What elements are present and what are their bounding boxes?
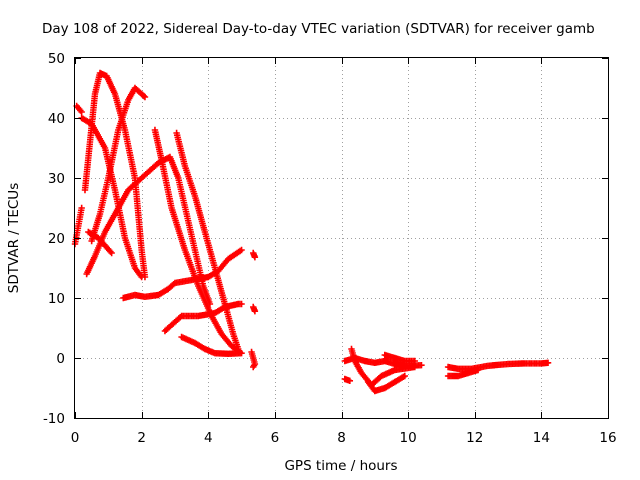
x-tick-label: 2: [137, 430, 146, 446]
series-track-2: [88, 84, 149, 245]
data-point: [238, 300, 245, 308]
data-point: [108, 249, 115, 257]
plot-frame: [74, 57, 609, 419]
data-point: [250, 363, 257, 371]
data-point: [238, 246, 245, 254]
x-tick-label: 4: [204, 430, 213, 446]
x-tick-label: 8: [337, 430, 346, 446]
y-axis-label: SDTVAR / TECUs: [6, 183, 22, 293]
chart-title: Day 108 of 2022, Sidereal Day-to-day VTE…: [42, 21, 595, 37]
series-track-1: [81, 69, 149, 281]
series-track-3: [73, 102, 85, 116]
data-point: [78, 204, 85, 212]
series-track-5: [83, 153, 214, 308]
data-point: [141, 93, 149, 101]
y-tick-label: 20: [48, 231, 65, 247]
series-track-20: [381, 351, 418, 365]
x-axis-label: GPS time / hours: [284, 458, 397, 474]
data-point: [418, 362, 425, 369]
series-track-11: [161, 300, 245, 335]
y-tick-label: 30: [48, 171, 65, 187]
data-point: [78, 108, 85, 116]
data-point: [140, 92, 148, 100]
y-tick-label: 0: [56, 351, 65, 367]
y-tick-label: 50: [48, 51, 65, 67]
x-tick-label: 10: [400, 430, 417, 446]
series-track-21: [444, 359, 552, 372]
x-tick-label: 16: [599, 430, 616, 446]
data-point: [411, 357, 418, 365]
data-point: [238, 350, 245, 357]
series-track-6: [71, 204, 85, 248]
series-track-4: [78, 114, 145, 281]
y-tick-label: -10: [43, 411, 65, 427]
y-tick-label: 40: [48, 111, 65, 127]
data-point: [401, 372, 408, 380]
series-track-14: [250, 303, 259, 315]
x-tick-label: 6: [271, 430, 280, 446]
series-track-15: [248, 348, 259, 371]
series-track-19: [364, 372, 408, 395]
y-tick-label: 10: [48, 291, 65, 307]
data-point: [251, 254, 259, 261]
tick-labels: 0 2 4 6 8 10 12 14 16 -10 0 10 20 30 40 50: [43, 51, 617, 446]
series-track-13: [250, 249, 259, 261]
data-point: [411, 363, 418, 371]
series-track-16: [341, 375, 354, 384]
x-tick-label: 0: [71, 430, 80, 446]
series-track-18: [348, 345, 418, 389]
data-point: [474, 366, 482, 374]
grid: [75, 58, 608, 418]
data-point: [138, 273, 145, 281]
series-track-12: [178, 333, 245, 357]
axis-ticks: [75, 58, 609, 419]
data-point: [544, 359, 552, 366]
x-tick-label: 14: [533, 430, 550, 446]
series-track-22: [444, 366, 482, 380]
x-tick-label: 12: [466, 430, 483, 446]
data-marks: [71, 69, 552, 395]
data-point: [346, 377, 354, 384]
series-track-7: [85, 228, 115, 257]
data-point: [251, 308, 259, 315]
